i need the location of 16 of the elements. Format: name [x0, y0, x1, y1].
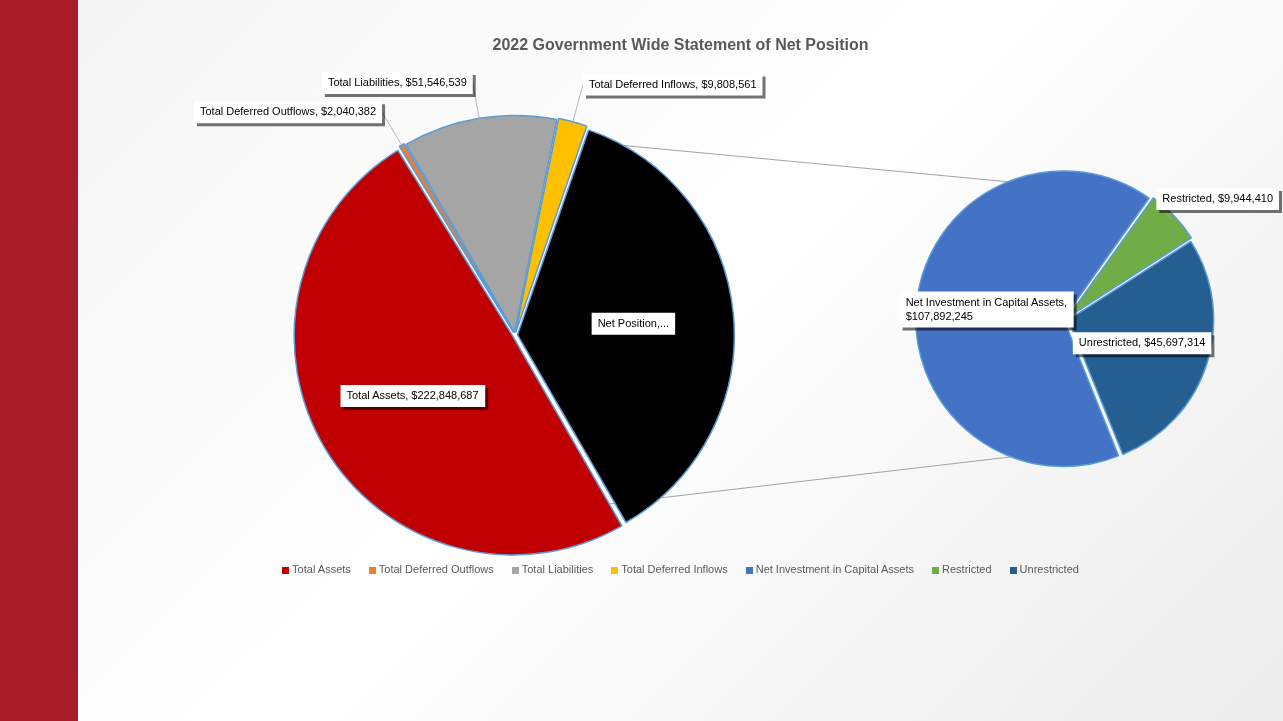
legend-label: Restricted: [941, 563, 992, 575]
data-label: Net Investment in Capital Assets, $107,892,245: [905, 295, 1068, 322]
data-label: Total Liabilities, $51,546,539: [327, 76, 467, 89]
data-label: Net Position,...: [597, 316, 670, 329]
legend-label: Total Deferred Inflows: [620, 563, 728, 575]
data-label: Total Assets, $222,848,687: [346, 388, 479, 401]
slice-label: Total Assets: [291, 563, 351, 575]
legend-label: Total Deferred Outflows: [377, 563, 494, 575]
data-label: Total Deferred Inflows, $9,808,561: [588, 77, 757, 90]
legend-label: Net Investment in Capital Assets: [754, 563, 915, 575]
legend-label: Total Liabilities: [520, 563, 594, 575]
data-label: Unrestricted, $45,697,314: [1078, 336, 1206, 349]
chart-title: 2022 Government Wide Statement of Net Position: [491, 36, 870, 54]
data-label: Total Deferred Outflows, $2,040,382: [199, 105, 377, 118]
legend-label: Unrestricted: [1018, 563, 1079, 575]
data-label: Restricted, $9,944,410: [1162, 191, 1274, 204]
